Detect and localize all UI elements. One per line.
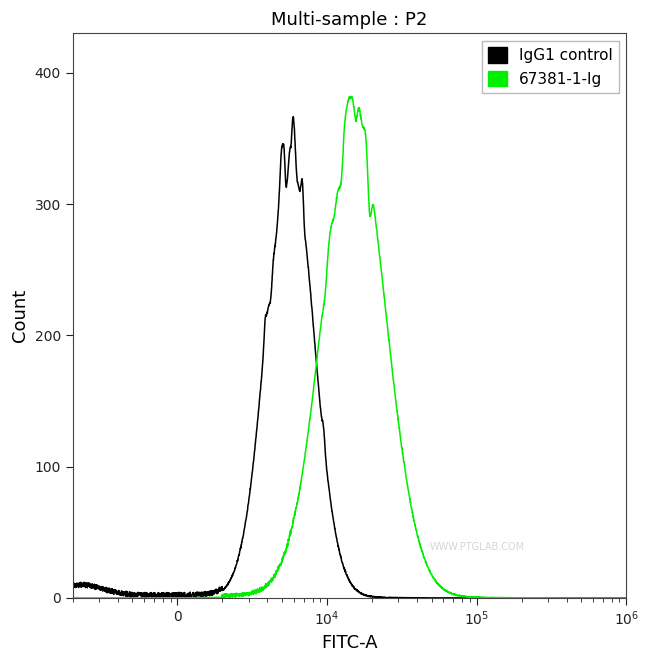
IgG1 control [280,141,287,149]
IgG1 control [546,594,554,602]
67381-1-Ig [622,594,630,602]
Text: WWW.PTGLAB.COM: WWW.PTGLAB.COM [429,542,525,552]
67381-1-Ig [92,594,100,602]
67381-1-Ig [348,92,356,100]
67381-1-Ig [26,594,34,602]
IgG1 control [622,594,630,602]
IgG1 control [609,594,617,602]
67381-1-Ig [611,594,619,602]
Title: Multi-sample : P2: Multi-sample : P2 [271,11,428,29]
Legend: IgG1 control, 67381-1-Ig: IgG1 control, 67381-1-Ig [482,41,619,93]
67381-1-Ig [24,594,32,602]
IgG1 control [289,113,297,121]
IgG1 control [92,585,100,593]
67381-1-Ig [128,594,136,602]
67381-1-Ig [254,585,261,593]
Line: 67381-1-Ig: 67381-1-Ig [28,96,626,598]
67381-1-Ig [280,552,287,560]
IgG1 control [24,591,32,599]
X-axis label: FITC-A: FITC-A [321,634,378,652]
Y-axis label: Count: Count [11,289,29,342]
67381-1-Ig [547,594,554,602]
IgG1 control [611,594,619,602]
Line: IgG1 control: IgG1 control [28,117,626,598]
IgG1 control [254,421,261,429]
IgG1 control [127,589,135,597]
